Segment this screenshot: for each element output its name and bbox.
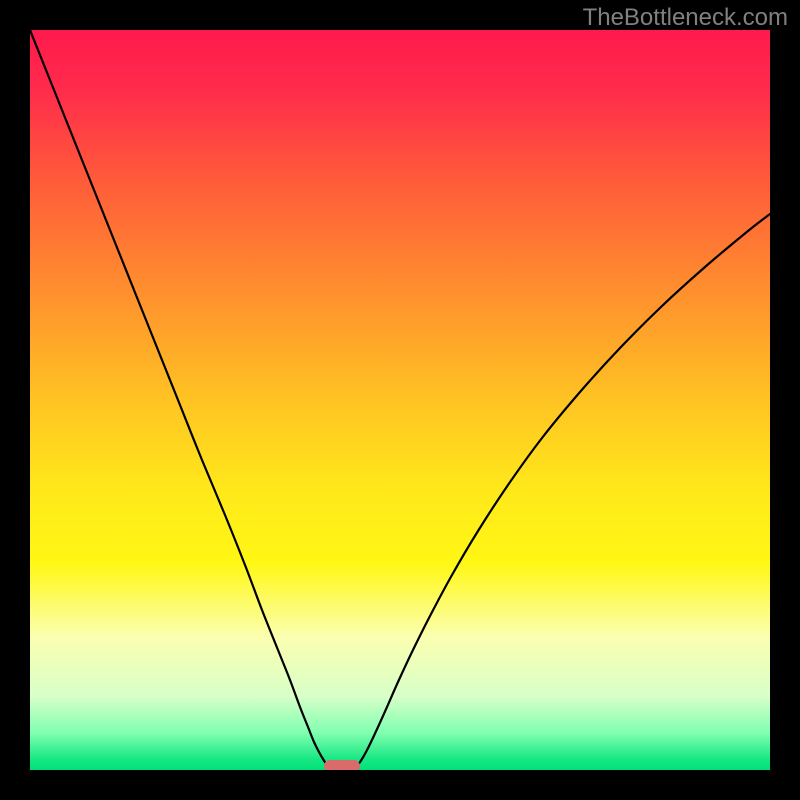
bottleneck-chart-plot bbox=[30, 30, 770, 770]
watermark-text: TheBottleneck.com bbox=[583, 4, 788, 32]
gradient-background bbox=[30, 30, 770, 770]
chart-container: TheBottleneck.com bbox=[0, 0, 800, 800]
chart-svg bbox=[30, 30, 770, 770]
optimal-marker bbox=[324, 760, 360, 770]
